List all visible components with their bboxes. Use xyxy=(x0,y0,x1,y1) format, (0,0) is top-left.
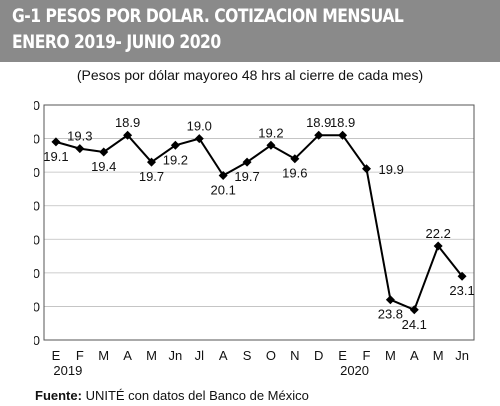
data-point-marker xyxy=(170,140,180,150)
chart-source: Fuente: UNITÉ con datos del Banco de Méx… xyxy=(35,388,309,403)
y-tick-label: 19.0 xyxy=(34,132,40,147)
data-point-marker xyxy=(147,157,156,167)
x-tick-label: A xyxy=(410,348,419,363)
x-tick-label: M xyxy=(146,348,157,363)
data-label: 18.9 xyxy=(306,115,331,130)
x-tick-label: E xyxy=(338,348,347,363)
data-label: 19.7 xyxy=(139,169,164,184)
chart-area: 18.019.020.021.022.023.024.025.0EFMAMJnJ… xyxy=(15,89,482,392)
x-tick-label: Jl xyxy=(195,348,205,363)
x-tick-label: F xyxy=(363,348,371,363)
x-tick-label: N xyxy=(290,348,299,363)
data-label: 19.0 xyxy=(187,119,212,134)
data-point-marker xyxy=(362,164,371,174)
x-tick-label: F xyxy=(76,348,84,363)
x-tick-label: Jn xyxy=(455,348,469,363)
data-point-marker xyxy=(266,140,276,150)
y-tick-label: 18.0 xyxy=(34,98,40,113)
y-tick-label: 22.0 xyxy=(34,232,40,247)
y-tick-label: 21.0 xyxy=(34,199,40,214)
data-label: 19.3 xyxy=(67,129,92,144)
series-line xyxy=(55,134,463,311)
x-tick-label: Jn xyxy=(169,348,183,363)
data-label: 19.2 xyxy=(163,152,188,167)
x-tick-label: O xyxy=(266,348,276,363)
y-tick-label: 23.0 xyxy=(34,266,40,281)
data-point-marker xyxy=(385,295,395,305)
chart-header: G-1 PESOS POR DOLAR. COTIZACION MENSUAL … xyxy=(0,0,500,62)
y-tick-label: 20.0 xyxy=(34,165,40,180)
data-label: 23.8 xyxy=(378,307,403,322)
x-tick-label: D xyxy=(314,348,323,363)
year-label: 2020 xyxy=(340,363,369,378)
y-tick-label: 25.0 xyxy=(34,333,40,348)
data-label: 19.7 xyxy=(234,169,259,184)
plot-border xyxy=(43,104,475,341)
data-label: 18.9 xyxy=(115,115,140,130)
data-point-marker xyxy=(314,130,324,140)
data-point-marker xyxy=(75,144,85,154)
y-tick-label: 24.0 xyxy=(34,299,40,314)
source-label: Fuente: xyxy=(35,388,82,403)
data-label: 23.1 xyxy=(449,283,474,298)
data-point-marker xyxy=(194,134,204,144)
x-tick-label: E xyxy=(52,348,61,363)
data-point-marker xyxy=(338,130,348,140)
data-label: 18.9 xyxy=(330,115,355,130)
x-tick-label: M xyxy=(98,348,109,363)
x-tick-label: M xyxy=(385,348,396,363)
data-label: 19.2 xyxy=(258,125,283,140)
data-point-marker xyxy=(218,171,228,180)
data-label: 20.1 xyxy=(211,183,236,198)
data-label: 19.6 xyxy=(282,166,307,181)
line-chart: 18.019.020.021.022.023.024.025.0EFMAMJnJ… xyxy=(15,98,475,378)
x-tick-label: M xyxy=(433,348,444,363)
data-point-marker xyxy=(433,241,443,251)
data-label: 19.9 xyxy=(379,162,404,177)
year-label: 2019 xyxy=(53,363,82,378)
data-label: 19.1 xyxy=(43,149,68,164)
x-tick-label: A xyxy=(123,348,132,363)
chart-title-line2: ENERO 2019- JUNIO 2020 xyxy=(12,31,221,53)
chart-title-line1: G-1 PESOS POR DOLAR. COTIZACION MENSUAL xyxy=(12,5,404,27)
source-text: UNITÉ con datos del Banco de México xyxy=(81,388,309,403)
data-label: 22.2 xyxy=(426,226,451,241)
data-label: 19.4 xyxy=(91,159,116,174)
x-tick-label: S xyxy=(243,348,252,363)
data-point-marker xyxy=(457,271,467,281)
data-point-marker xyxy=(123,130,133,140)
x-tick-label: A xyxy=(219,348,228,363)
data-point-marker xyxy=(409,305,419,315)
data-label: 24.1 xyxy=(402,317,427,332)
data-point-marker xyxy=(99,147,109,157)
chart-subtitle: (Pesos por dólar mayoreo 48 hrs al cierr… xyxy=(76,67,424,83)
data-point-marker xyxy=(51,137,61,147)
data-point-marker xyxy=(242,157,252,167)
data-point-marker xyxy=(290,154,300,164)
